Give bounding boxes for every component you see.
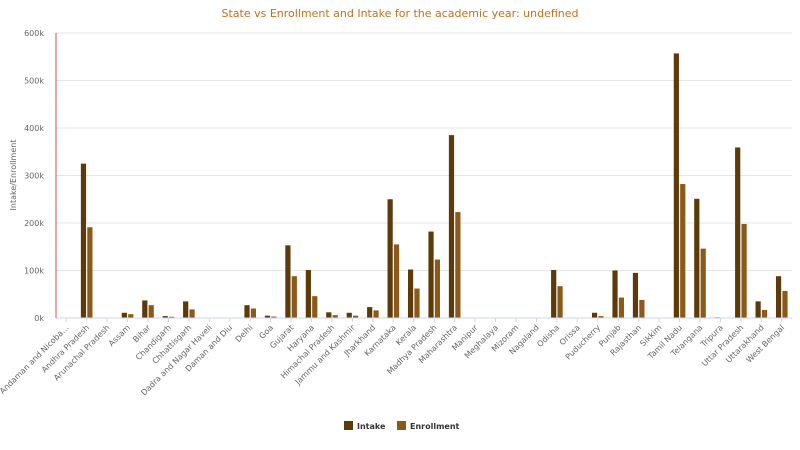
bar-intake[interactable] <box>407 269 414 318</box>
bar-intake[interactable] <box>305 270 311 318</box>
bar-enrollment[interactable] <box>271 316 277 318</box>
x-tick-label: Goa <box>257 323 275 341</box>
legend-swatch-intake[interactable] <box>344 421 353 430</box>
x-tick-label: Odisha <box>535 323 561 349</box>
bar-enrollment[interactable] <box>128 314 134 318</box>
y-tick-label: 500k <box>24 77 44 86</box>
bar-intake[interactable] <box>346 312 352 318</box>
bars <box>60 53 788 319</box>
bar-intake[interactable] <box>285 245 291 318</box>
x-tick-label: Assam <box>107 323 132 348</box>
y-tick-label: 600k <box>24 29 44 38</box>
bar-enrollment[interactable] <box>741 223 747 318</box>
y-tick-label: 0k <box>34 314 44 323</box>
bar-enrollment[interactable] <box>414 288 420 318</box>
bar-intake[interactable] <box>612 270 618 319</box>
bar-intake[interactable] <box>591 312 598 318</box>
bar-enrollment[interactable] <box>393 244 400 319</box>
bar-enrollment[interactable] <box>291 276 297 318</box>
x-axis-ticks: Andaman and Nicoba…Andhra PradeshArunach… <box>0 318 786 397</box>
bar-intake[interactable] <box>264 315 271 319</box>
bar-enrollment[interactable] <box>761 309 768 318</box>
bar-intake[interactable] <box>428 231 434 318</box>
legend-label-enrollment[interactable]: Enrollment <box>410 422 460 431</box>
bar-enrollment[interactable] <box>353 315 359 319</box>
bar-intake[interactable] <box>735 147 741 318</box>
legend-swatch-enrollment[interactable] <box>397 421 406 430</box>
y-axis-label: Intake/Enrollment <box>9 140 18 211</box>
bar-intake[interactable] <box>632 272 639 319</box>
chart-title: State vs Enrollment and Intake for the a… <box>221 7 578 20</box>
bar-intake[interactable] <box>775 276 782 318</box>
bar-intake[interactable] <box>387 199 393 318</box>
bar-enrollment[interactable] <box>87 227 93 318</box>
bar-intake[interactable] <box>367 307 373 318</box>
bar-intake[interactable] <box>142 300 148 318</box>
gridlines <box>56 32 792 271</box>
y-tick-label: 400k <box>24 124 44 133</box>
bar-enrollment[interactable] <box>639 299 645 318</box>
bar-enrollment[interactable] <box>373 310 379 318</box>
bar-intake[interactable] <box>244 305 250 318</box>
bar-intake[interactable] <box>551 270 557 318</box>
bar-intake[interactable] <box>448 135 455 318</box>
bar-enrollment[interactable] <box>618 297 625 318</box>
bar-enrollment[interactable] <box>312 296 318 318</box>
bar-enrollment[interactable] <box>598 316 604 318</box>
bar-intake[interactable] <box>694 198 700 318</box>
bar-intake[interactable] <box>755 301 761 319</box>
legend[interactable]: Intake Enrollment <box>344 421 460 431</box>
y-tick-label: 300k <box>24 172 44 181</box>
bar-enrollment[interactable] <box>782 290 788 318</box>
bar-enrollment[interactable] <box>455 212 461 318</box>
bar-intake[interactable] <box>121 312 127 318</box>
bar-intake[interactable] <box>673 53 679 319</box>
y-tick-label: 100k <box>24 267 44 276</box>
bar-enrollment[interactable] <box>169 316 175 318</box>
bar-enrollment[interactable] <box>557 286 563 318</box>
bar-intake[interactable] <box>80 163 87 319</box>
x-tick-label: Delhi <box>234 323 255 344</box>
y-tick-label: 200k <box>24 219 44 228</box>
bar-enrollment[interactable] <box>189 309 195 318</box>
bar-intake[interactable] <box>183 301 189 319</box>
bar-enrollment[interactable] <box>680 184 686 318</box>
bar-enrollment[interactable] <box>332 315 338 318</box>
bar-intake[interactable] <box>326 312 332 318</box>
bar-intake[interactable] <box>162 316 168 318</box>
y-axis-ticks: 0k 100k 200k 300k 400k 500k 600k <box>24 29 44 323</box>
bar-enrollment[interactable] <box>148 305 154 318</box>
bar-enrollment[interactable] <box>250 308 257 319</box>
legend-label-intake[interactable]: Intake <box>357 422 386 431</box>
bar-enrollment[interactable] <box>700 248 706 318</box>
bar-enrollment[interactable] <box>434 259 441 318</box>
